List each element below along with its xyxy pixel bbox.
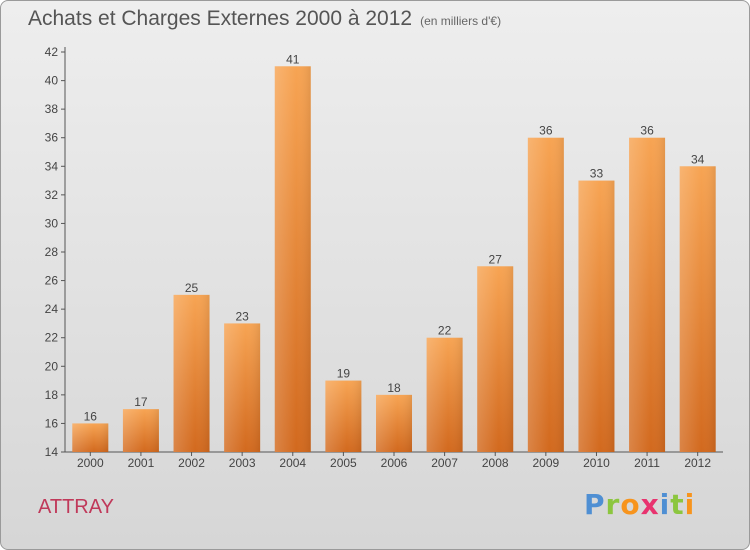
chart-title-text: Achats et Charges Externes 2000 à 2012 [28, 7, 413, 30]
chart-title: Achats et Charges Externes 2000 à 2012 (e… [28, 7, 501, 31]
x-tick-label: 2009 [532, 456, 559, 470]
x-tick-label: 2006 [381, 456, 408, 470]
bar-value-label: 41 [286, 52, 300, 66]
logo-letter: P [584, 488, 606, 521]
bar-highlight [679, 166, 716, 453]
x-tick-label: 2010 [583, 456, 610, 470]
logo-letter: x [640, 488, 660, 521]
bar-highlight [274, 66, 311, 453]
y-tick-label: 22 [45, 331, 59, 345]
bar-value-label: 33 [590, 167, 604, 181]
bar-value-label: 34 [691, 152, 705, 166]
bar-value-label: 18 [387, 381, 401, 395]
x-tick-label: 2000 [77, 456, 104, 470]
x-tick-label: 2011 [634, 456, 660, 470]
y-tick-label: 20 [45, 359, 59, 373]
x-tick-label: 2007 [431, 456, 458, 470]
y-tick-label: 42 [45, 45, 59, 59]
bar-value-label: 23 [235, 309, 249, 323]
bar-highlight [173, 294, 210, 452]
y-tick-label: 32 [45, 188, 59, 202]
bar-highlight [578, 180, 615, 453]
x-tick-label: 2001 [128, 456, 155, 470]
y-tick-label: 26 [45, 274, 59, 288]
bar-value-label: 16 [84, 409, 98, 423]
logo-letter: i [684, 488, 696, 521]
x-tick-label: 2003 [229, 456, 256, 470]
bar-value-label: 36 [640, 124, 654, 138]
y-tick-label: 30 [45, 216, 59, 230]
logo-letter: o [620, 488, 641, 521]
y-tick-label: 24 [45, 302, 59, 316]
y-tick-label: 16 [45, 416, 59, 430]
bar-highlight [72, 423, 109, 452]
bar-highlight [477, 266, 514, 452]
x-tick-label: 2012 [684, 456, 711, 470]
proxiti-logo[interactable]: Proxiti [584, 488, 695, 521]
chart-subtitle: (en milliers d'€) [420, 14, 502, 28]
bar-highlight [629, 137, 666, 452]
bar-value-label: 22 [438, 324, 452, 338]
x-tick-label: 2004 [279, 456, 306, 470]
x-tick-label: 2008 [482, 456, 509, 470]
x-tick-label: 2002 [178, 456, 205, 470]
y-tick-label: 28 [45, 245, 59, 259]
y-tick-label: 34 [45, 159, 59, 173]
y-tick-label: 14 [45, 445, 59, 459]
bar-highlight [376, 394, 412, 452]
logo-letter: t [670, 488, 685, 521]
bar-highlight [122, 409, 159, 452]
bar-highlight [325, 380, 362, 452]
logo-letter: i [659, 488, 671, 521]
bar-value-label: 17 [134, 395, 148, 409]
bar-value-label: 36 [539, 124, 553, 138]
bar-highlight [224, 323, 261, 452]
x-tick-label: 2005 [330, 456, 357, 470]
bar-value-label: 27 [489, 252, 503, 266]
bar-value-label: 25 [185, 281, 199, 295]
bar-value-label: 19 [337, 367, 351, 381]
bar-highlight [527, 137, 564, 452]
y-tick-label: 36 [45, 131, 59, 145]
y-tick-label: 40 [45, 74, 59, 88]
logo-letter: r [605, 488, 621, 521]
bar-highlight [426, 337, 463, 452]
y-tick-label: 38 [45, 102, 59, 116]
y-tick-label: 18 [45, 388, 59, 402]
town-name: ATTRAY [38, 496, 114, 518]
